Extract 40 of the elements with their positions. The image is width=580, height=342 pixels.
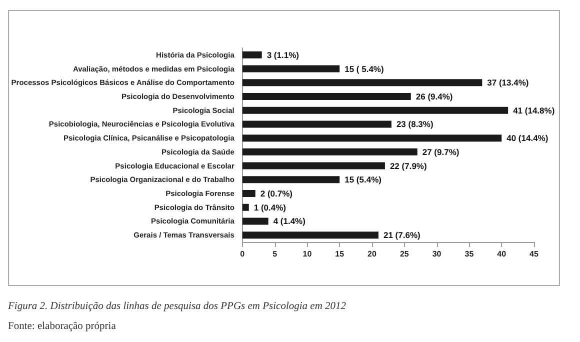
data-label: 40 (14.4%) [506,133,548,144]
bar [242,232,378,239]
data-label: 27 (9.7%) [422,146,460,157]
data-label: 15 ( 5.4%) [344,64,384,74]
bar [242,190,256,197]
bar [242,51,262,58]
x-tick-label: 45 [530,250,539,258]
data-label: 3 (1.1%) [266,50,300,60]
x-tick-label: 25 [400,250,410,258]
x-tick-label: 20 [368,250,377,258]
source-note: Fonte: elaboração própria [8,321,116,332]
x-tick-label: 40 [497,250,507,258]
data-label: 2 (0.7%) [260,188,293,198]
bar [242,218,268,225]
bar [242,162,385,170]
data-label: 15 (5.4%) [344,174,382,185]
bar [242,148,418,156]
data-label: 22 (7.9%) [390,160,427,171]
bar [242,204,249,211]
x-tick-label: 5 [272,250,278,258]
bar [242,120,392,128]
bar [242,106,508,114]
bar [242,134,502,142]
x-tick-label: 0 [240,250,246,258]
bar [242,93,411,100]
data-label: 23 (8.3%) [396,119,434,130]
bar [242,79,482,86]
data-label: 41 (14.8%) [513,105,555,116]
data-label: 1 (0.4%) [254,202,286,212]
x-tick-label: 15 [335,250,345,258]
x-tick-label: 35 [464,250,474,258]
data-label: 4 (1.4%) [273,216,306,226]
data-label: 37 (13.4%) [487,78,529,88]
data-label: 26 (9.4%) [416,92,453,102]
bar [242,65,340,72]
bar [242,176,340,184]
data-label: 21 (7.6%) [383,230,420,240]
x-tick-label: 30 [432,250,442,258]
x-tick-label: 10 [302,250,312,258]
text: Figura 2. Distribuição das linhas de pesquisa dos PPGs em Psicologia em 2012 [7,301,347,312]
